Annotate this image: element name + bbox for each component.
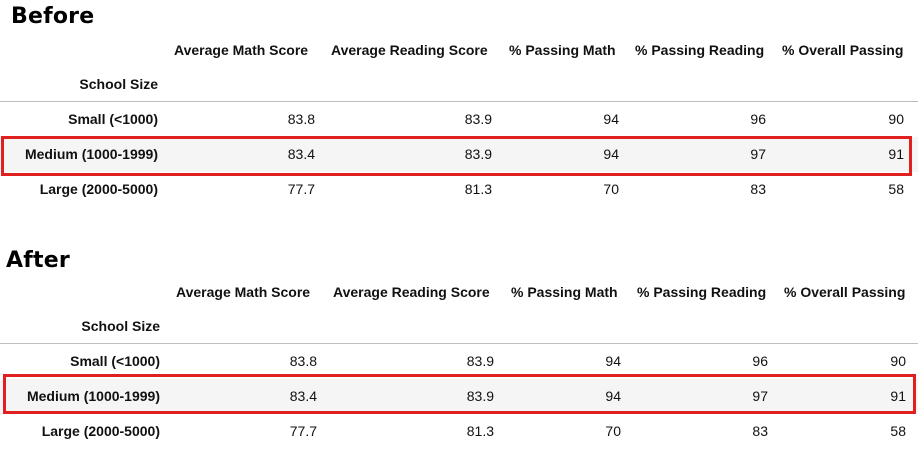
index-name: School Size (81, 318, 160, 334)
table-cell: 70 (605, 423, 621, 439)
table-row: Small (<1000) 83.8 83.9 94 96 90 (0, 344, 918, 379)
table-cell: 83.9 (464, 111, 492, 127)
table-cell: 83 (752, 423, 768, 439)
table-cell: 70 (603, 181, 619, 197)
table-cell: 83 (750, 181, 766, 197)
table-cell: 97 (752, 388, 768, 404)
row-label: Large (2000-5000) (39, 181, 158, 197)
table-row: Large (2000-5000) 77.7 81.3 70 83 58 (0, 414, 918, 449)
table-cell: 83.8 (289, 353, 317, 369)
column-header-row: Average Math Score Average Reading Score… (0, 34, 918, 67)
table-row: Large (2000-5000) 77.7 81.3 70 83 58 (0, 172, 918, 207)
row-label: Large (2000-5000) (41, 423, 160, 439)
table-cell: 58 (890, 423, 906, 439)
table-cell: 96 (752, 353, 768, 369)
column-header-row: Average Math Score Average Reading Score… (0, 276, 918, 309)
table-cell: 94 (603, 146, 619, 162)
index-name-row: School Size (0, 309, 918, 344)
table-cell: 77.7 (287, 181, 315, 197)
table-cell: 91 (890, 388, 906, 404)
column-header: % Passing Math (511, 284, 618, 300)
table-row: Medium (1000-1999) 83.4 83.9 94 97 91 (0, 379, 918, 414)
table-cell: 94 (603, 111, 619, 127)
column-header: Average Reading Score (333, 284, 490, 300)
row-label: Small (<1000) (68, 111, 158, 127)
table-cell: 77.7 (289, 423, 317, 439)
row-label: Small (<1000) (70, 353, 160, 369)
table-cell: 81.3 (464, 181, 492, 197)
table-cell: 90 (890, 353, 906, 369)
section-title-before: Before (11, 4, 95, 29)
table-cell: 97 (750, 146, 766, 162)
table-cell: 83.8 (287, 111, 315, 127)
table-row: Small (<1000) 83.8 83.9 94 96 90 (0, 102, 918, 137)
table-cell: 58 (888, 181, 904, 197)
row-label: Medium (1000-1999) (26, 388, 160, 404)
section-title-after: After (6, 248, 70, 273)
column-header: % Passing Reading (637, 284, 767, 300)
table-cell: 90 (888, 111, 904, 127)
column-header: Average Reading Score (331, 42, 488, 58)
table-cell: 83.9 (466, 353, 494, 369)
table-cell: 83.9 (466, 388, 494, 404)
table-row: Medium (1000-1999) 83.4 83.9 94 97 91 (0, 137, 918, 172)
table-cell: 83.4 (289, 388, 317, 404)
summary-table-before: Average Math Score Average Reading Score… (0, 34, 918, 207)
table-cell: 94 (605, 388, 621, 404)
summary-table-after: Average Math Score Average Reading Score… (0, 276, 918, 449)
column-header: % Overall Passing (782, 42, 904, 58)
index-name-row: School Size (0, 67, 918, 102)
table-cell: 83.4 (287, 146, 315, 162)
table-cell: 91 (888, 146, 904, 162)
table-cell: 96 (750, 111, 766, 127)
column-header: Average Math Score (174, 42, 309, 58)
column-header: % Overall Passing (784, 284, 906, 300)
column-header: % Passing Math (509, 42, 616, 58)
column-header: Average Math Score (176, 284, 311, 300)
index-name: School Size (79, 76, 158, 92)
row-label: Medium (1000-1999) (24, 146, 158, 162)
table-cell: 81.3 (466, 423, 494, 439)
column-header: % Passing Reading (635, 42, 765, 58)
table-cell: 94 (605, 353, 621, 369)
table-cell: 83.9 (464, 146, 492, 162)
